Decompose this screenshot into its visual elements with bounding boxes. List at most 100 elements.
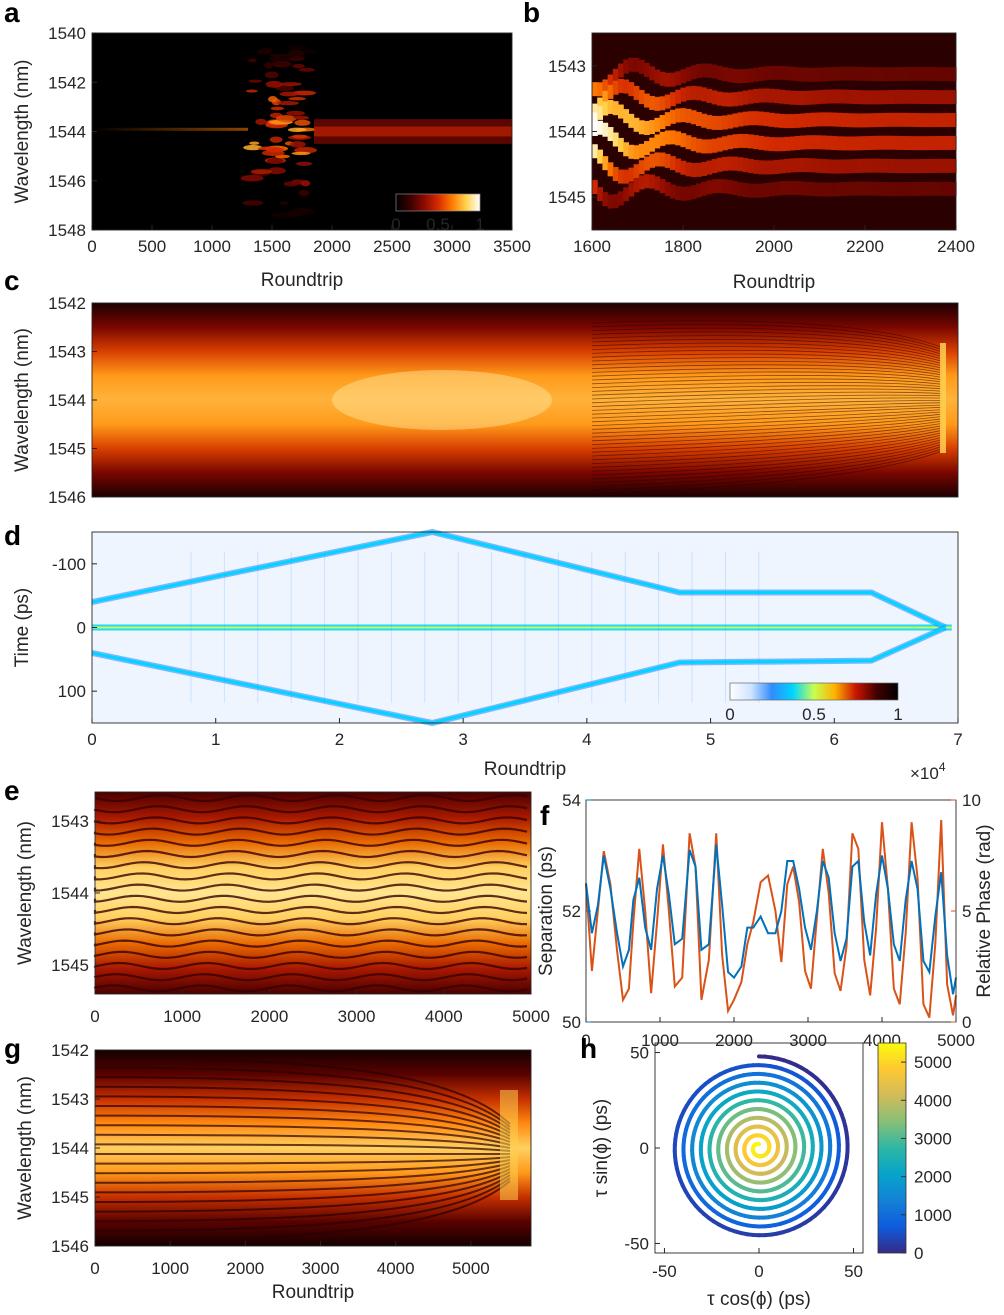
panel-f-y2tick-label: 0 (962, 1013, 971, 1032)
panel-b-cell (706, 89, 712, 103)
panel-b-cell (628, 183, 634, 197)
panel-a-breakup-blob (276, 115, 297, 122)
panel-b-cell (649, 120, 655, 134)
panel-b-cell (665, 182, 671, 196)
panel-b-cell (800, 158, 806, 172)
panel-c-ytick-label: 1542 (48, 294, 86, 313)
panel-a-breakup-blob (290, 141, 306, 147)
panel-b-cell (639, 120, 645, 134)
panel-b-cell (712, 179, 718, 193)
panel-b-cell (904, 182, 910, 196)
panel-b-cell (758, 89, 764, 103)
panel-a-ytick-label: 1546 (48, 172, 86, 191)
panel-b-cell (665, 112, 671, 126)
panel-b-cell (696, 64, 702, 78)
panel-b-cell (691, 110, 697, 124)
panel-b-cell (940, 136, 946, 150)
panel-b-cell (769, 89, 775, 103)
panel-b-cell (779, 137, 785, 151)
panel-b-cell (857, 90, 863, 104)
panel-b-cell (784, 114, 790, 128)
panel-h-colorbar-tick-label: 0 (914, 1244, 923, 1263)
panel-d-xtick-label: 6 (830, 730, 839, 749)
panel-b-cell (774, 160, 780, 174)
panel-a-breakup-blob (264, 62, 273, 69)
panel-b-cell (670, 156, 676, 170)
panel-b-cell (675, 71, 681, 85)
panel-a-cw-line (92, 128, 248, 131)
panel-e-xtick-label: 3000 (338, 1007, 376, 1026)
panel-a-breakup-blob (289, 97, 306, 100)
panel-b-cell (722, 115, 728, 129)
panel-a-xlabel: Roundtrip (261, 270, 343, 291)
panel-d-colorbar (730, 683, 898, 700)
panel-b-cell (639, 160, 645, 174)
panel-b-cell (940, 182, 946, 196)
panel-a-xtick-label: 2000 (313, 237, 351, 256)
panel-e-ytick-label: 1543 (51, 812, 89, 831)
panel-b-cell (852, 90, 858, 104)
panel-b-cell (758, 184, 764, 198)
panel-d-colorbar-tick-0: 0 (725, 705, 734, 724)
panel-b-cell (888, 113, 894, 127)
panel-b-cell (842, 90, 848, 104)
panel-b-cell (732, 113, 738, 127)
panel-a-breakup-blob (272, 61, 292, 68)
panel-b-cell (779, 114, 785, 128)
panel-b-cell (748, 90, 754, 104)
panel-b-cell (920, 136, 926, 150)
panel-b-cell (691, 137, 697, 151)
panel-b-cell (758, 160, 764, 174)
panel-e-xtick-label: 2000 (250, 1007, 288, 1026)
panel-b-cell (810, 158, 816, 172)
panel-b-cell (686, 109, 692, 123)
panel-b-cell (795, 91, 801, 105)
panel-b-cell (816, 68, 822, 82)
panel-b-cell (732, 69, 738, 83)
panel-h-colorbar-tick-label: 3000 (914, 1129, 952, 1148)
panel-b-cell (852, 67, 858, 81)
panel-b-cell (940, 67, 946, 81)
panel-b-cell (790, 114, 796, 128)
panel-b-cell (847, 113, 853, 127)
panel-b-cell (935, 67, 941, 81)
panel-b-cell (894, 136, 900, 150)
panel-b-cell (821, 183, 827, 197)
panel-b-cell (883, 67, 889, 81)
panel-a-ytick-label: 1544 (48, 123, 86, 142)
panel-b-cell (920, 90, 926, 104)
panel-a-breakup-blob (251, 169, 272, 174)
panel-g-xtick-label: 1000 (151, 1259, 189, 1278)
panel-b-cell (774, 66, 780, 80)
panel-g-ytick-label: 1543 (51, 1090, 89, 1109)
panel-a-breakup-blob (298, 190, 309, 196)
panel-b-cell (779, 66, 785, 80)
panel-b-cell (899, 159, 905, 173)
panel-e-xtick-label: 0 (90, 1007, 99, 1026)
panel-b-cell (826, 159, 832, 173)
panel-g-xtick-label: 3000 (302, 1259, 340, 1278)
panel-a-breakup-blob (266, 81, 283, 88)
panel-d-xtick-label: 5 (706, 730, 715, 749)
panel-b-cell (826, 183, 832, 197)
panel-b-cell (618, 170, 624, 184)
panel-a-breakup-blob (257, 50, 272, 54)
panel-b-cell (634, 164, 640, 178)
panel-b-cell (904, 136, 910, 150)
panel-b-cell (821, 159, 827, 173)
panel-b-cell (909, 90, 915, 104)
panel-b-cell (821, 90, 827, 104)
panel-g-ytick-label: 1545 (51, 1188, 89, 1207)
panel-b-cell (644, 174, 650, 188)
panel-b-cell (706, 139, 712, 153)
panel-b-cell (743, 183, 749, 197)
panel-b-cell (618, 138, 624, 152)
panel-f-y2tick-label: 5 (962, 902, 971, 921)
panel-b-cell (764, 112, 770, 126)
panel-b-cell (946, 136, 952, 150)
panel-b-cell (639, 144, 645, 158)
panel-b-cell (727, 68, 733, 82)
panel-b-cell (935, 136, 941, 150)
panel-g-xtick-label: 4000 (377, 1259, 415, 1278)
panel-b-cell (847, 136, 853, 150)
